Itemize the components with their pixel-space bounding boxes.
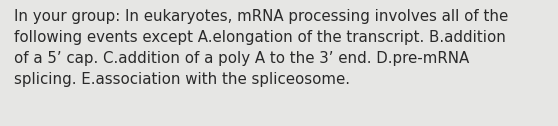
Text: In your group: In eukaryotes, mRNA processing involves all of the
following even: In your group: In eukaryotes, mRNA proce… (14, 9, 508, 87)
